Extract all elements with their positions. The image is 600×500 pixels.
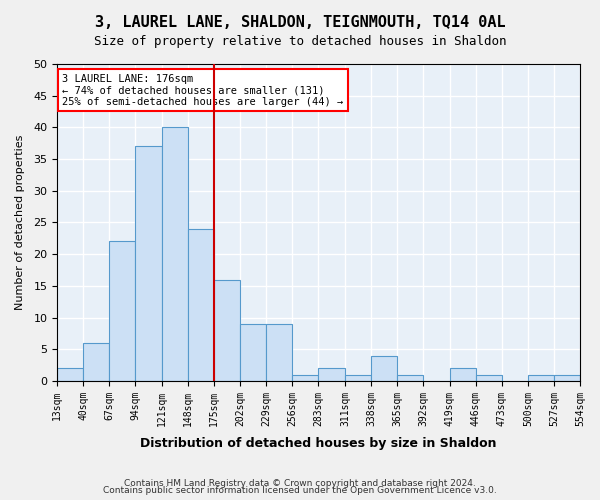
Bar: [476, 374, 502, 381]
Text: Contains public sector information licensed under the Open Government Licence v3: Contains public sector information licen…: [103, 486, 497, 495]
Bar: [345, 374, 371, 381]
Text: Size of property relative to detached houses in Shaldon: Size of property relative to detached ho…: [94, 35, 506, 48]
Bar: [83, 343, 109, 381]
Bar: [161, 128, 188, 381]
Bar: [397, 374, 424, 381]
Bar: [57, 368, 83, 381]
Bar: [292, 374, 318, 381]
Text: 3, LAUREL LANE, SHALDON, TEIGNMOUTH, TQ14 0AL: 3, LAUREL LANE, SHALDON, TEIGNMOUTH, TQ1…: [95, 15, 505, 30]
Bar: [266, 324, 292, 381]
Bar: [136, 146, 161, 381]
Text: 3 LAUREL LANE: 176sqm
← 74% of detached houses are smaller (131)
25% of semi-det: 3 LAUREL LANE: 176sqm ← 74% of detached …: [62, 74, 344, 106]
Bar: [318, 368, 345, 381]
Bar: [371, 356, 397, 381]
Y-axis label: Number of detached properties: Number of detached properties: [15, 135, 25, 310]
Text: Contains HM Land Registry data © Crown copyright and database right 2024.: Contains HM Land Registry data © Crown c…: [124, 478, 476, 488]
Bar: [554, 374, 580, 381]
Bar: [188, 229, 214, 381]
Bar: [109, 242, 136, 381]
Bar: [449, 368, 476, 381]
X-axis label: Distribution of detached houses by size in Shaldon: Distribution of detached houses by size …: [140, 437, 497, 450]
Bar: [240, 324, 266, 381]
Bar: [214, 280, 240, 381]
Bar: [528, 374, 554, 381]
